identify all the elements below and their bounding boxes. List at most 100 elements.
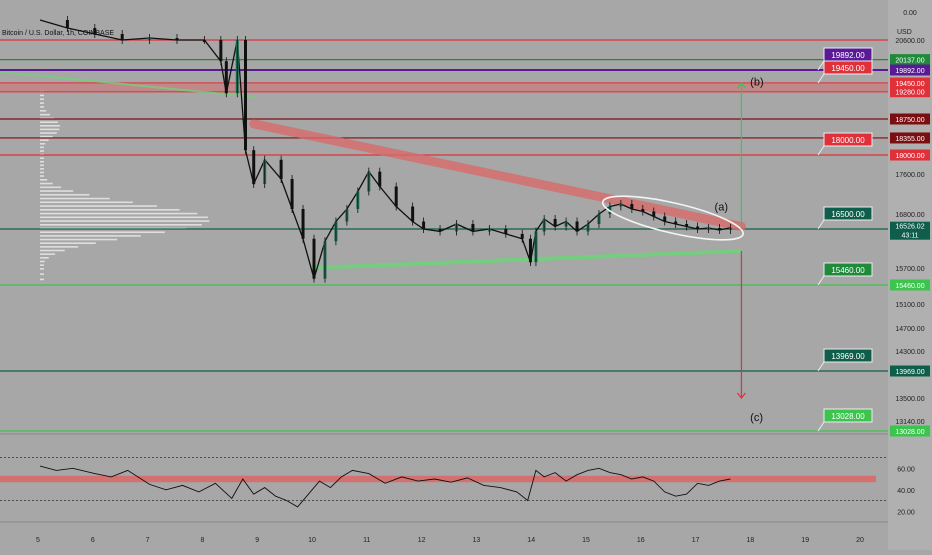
projection-up-arrow [736, 82, 746, 89]
volume-profile-bar [40, 278, 44, 281]
price-series-line [39, 19, 731, 281]
callout-pointer [817, 73, 825, 84]
axis-level-label: 13969.00 [895, 369, 924, 376]
wave-label: (b) [750, 77, 763, 89]
x-tick-label: 11 [363, 537, 370, 544]
callout-label: 13969.00 [831, 352, 865, 361]
axis-level-label: 19892.00 [895, 68, 924, 75]
callout-box [823, 206, 873, 221]
wave-label: (a) [715, 202, 728, 214]
x-tick-label: 12 [418, 537, 426, 544]
current-price-value: 16526.02 [895, 224, 924, 231]
price-callout: 19450.00 [817, 60, 873, 84]
volume-profile-bar [40, 171, 44, 174]
x-tick-label: 10 [308, 537, 316, 544]
y-tick-label: 13500.00 [895, 396, 924, 403]
resistance-zone [0, 83, 888, 92]
volume-profile-bar [40, 146, 44, 149]
volume-profile-bar [40, 125, 60, 127]
callout-label: 18000.00 [831, 136, 865, 145]
wedge-upper-line [249, 119, 746, 231]
rsi-series-line [39, 465, 731, 508]
callout-box [823, 132, 873, 147]
price-candles [65, 16, 732, 283]
callout-label: 19892.00 [831, 51, 865, 60]
volume-profile-bar [40, 182, 53, 185]
volume-profile-bar [40, 179, 48, 181]
volume-profile-bar [40, 128, 60, 131]
volume-profile-bar [40, 150, 44, 152]
wedge-lower-line [311, 248, 742, 270]
callout-box [823, 60, 873, 75]
y-tick-label: 16800.00 [895, 212, 924, 219]
callout-box [823, 262, 873, 277]
axis-level-tag [890, 86, 930, 98]
x-tick-label: 17 [692, 537, 700, 544]
axis-level-label: 18750.00 [895, 117, 924, 124]
callout-pointer [817, 275, 825, 286]
callout-pointer [817, 219, 825, 230]
axis-level-tag [890, 132, 930, 144]
rsi-tick-label: 60.00 [897, 466, 915, 473]
y-tick-label: 0.00 [903, 10, 917, 17]
volume-profile-bar [40, 246, 79, 248]
current-price-tag [890, 221, 930, 240]
axis-level-tag [890, 77, 930, 89]
axis-level-tag [890, 54, 930, 66]
x-tick-label: 5 [36, 537, 40, 544]
volume-profile-bar [40, 231, 165, 234]
axis-level-label: 15460.00 [895, 283, 924, 290]
volume-profile-bar [40, 132, 57, 134]
volume-profile-bar [40, 194, 90, 196]
volume-profile-bar [40, 197, 110, 200]
callout-pointer [817, 60, 825, 71]
axis-level-tag [890, 113, 930, 125]
y-tick-label: 14300.00 [895, 349, 924, 356]
volume-profile-bar [40, 216, 208, 219]
volume-profile-bar [40, 121, 58, 123]
callout-pointer [817, 361, 825, 372]
volume-profile-bar [40, 110, 47, 112]
y-tick-label: 20600.00 [895, 38, 924, 45]
projection-down-arrow [736, 392, 746, 399]
price-callout: 18000.00 [817, 132, 873, 156]
axis-level-label: 13028.00 [895, 429, 924, 436]
callout-pointer [817, 145, 825, 156]
volume-profile-bar [40, 235, 141, 237]
price-callout: 16500.00 [817, 206, 873, 230]
volume-profile-bar [40, 94, 44, 97]
volume-profile-bar [40, 143, 46, 145]
rsi-tick-label: 20.00 [897, 509, 915, 516]
x-tick-label: 19 [801, 537, 809, 544]
volume-profile-bar [40, 238, 118, 241]
callout-label: 16500.00 [831, 210, 865, 219]
volume-profile-bar [40, 264, 44, 266]
wave-a-ellipse [601, 195, 744, 241]
x-tick-label: 14 [527, 537, 535, 544]
rsi-tick-label: 40.00 [897, 488, 915, 495]
callout-label: 19450.00 [831, 64, 865, 73]
volume-profile-bar [40, 102, 44, 104]
callout-box [823, 348, 873, 363]
volume-profile-bar [40, 273, 44, 275]
axis-level-label: 18000.00 [895, 153, 924, 160]
volume-profile-bar [40, 135, 53, 138]
symbol-title: Bitcoin / U.S. Dollar, 1h, COINBASE [2, 30, 115, 37]
volume-profile [40, 90, 210, 281]
volume-profile-bar [40, 98, 44, 101]
axis-level-tag [890, 64, 930, 76]
x-tick-label: 16 [637, 537, 645, 544]
volume-profile-bar [40, 220, 210, 222]
volume-profile-bar [40, 268, 44, 270]
wave-label: (c) [750, 412, 763, 424]
x-tick-label: 15 [582, 537, 590, 544]
volume-profile-bar [40, 190, 74, 192]
volume-profile-bar [40, 175, 44, 177]
volume-profile-bar [40, 106, 44, 108]
axis-level-label: 19280.00 [895, 90, 924, 97]
volume-profile-bar [40, 242, 96, 245]
volume-profile-bar [40, 260, 45, 263]
x-tick-label: 18 [747, 537, 755, 544]
